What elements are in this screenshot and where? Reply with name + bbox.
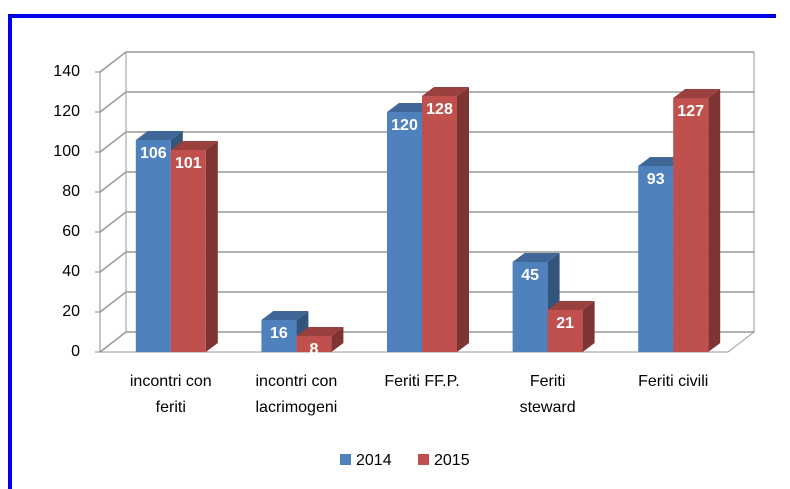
grid-line — [99, 251, 754, 273]
value-label: 127 — [677, 103, 704, 120]
bar-top — [135, 131, 183, 140]
x-tick-label: Feriti FF.P. — [384, 373, 459, 390]
bar — [638, 166, 674, 352]
legend-label: 2015 — [434, 452, 470, 469]
side-wall — [99, 50, 127, 354]
legend-swatch — [418, 454, 429, 465]
grid-line — [99, 171, 754, 193]
x-tick-label: lacrimogeni — [255, 399, 337, 416]
y-tick-label: 120 — [53, 103, 80, 120]
y-tick-label: 20 — [62, 303, 80, 320]
value-label: 120 — [391, 117, 418, 134]
value-label: 8 — [309, 341, 318, 358]
x-tick-label: Feriti civili — [638, 373, 708, 390]
value-label: 106 — [140, 145, 167, 162]
bar-side — [582, 301, 595, 352]
bar-top — [512, 253, 560, 262]
bar-top — [547, 301, 595, 310]
grid-line — [99, 51, 754, 73]
bar-side — [331, 327, 344, 352]
value-label: 45 — [521, 267, 539, 284]
value-label: 128 — [426, 101, 453, 118]
y-tick-label: 60 — [62, 223, 80, 240]
bar-top — [296, 327, 344, 336]
grid-line — [99, 211, 754, 233]
y-tick-label: 40 — [62, 263, 80, 280]
bar — [512, 262, 548, 352]
x-tick-label: feriti — [156, 399, 186, 416]
grid-line — [99, 91, 754, 113]
bar-side — [708, 89, 721, 352]
bar — [673, 98, 709, 352]
bar — [422, 96, 457, 352]
bar-top — [261, 311, 309, 320]
bar — [135, 140, 171, 352]
frame-left — [8, 14, 12, 489]
y-tick-label: 140 — [53, 63, 80, 80]
value-label: 101 — [175, 155, 202, 172]
value-label: 16 — [270, 325, 288, 342]
bar-top — [170, 141, 218, 150]
legend-swatch — [340, 454, 351, 465]
x-tick-label: Feriti — [530, 373, 566, 390]
bar — [547, 310, 583, 352]
x-tick-label: incontri con — [130, 373, 212, 390]
x-tick-label: steward — [520, 399, 576, 416]
grid-line — [99, 131, 754, 153]
bar — [261, 320, 297, 352]
bar-top — [673, 89, 721, 98]
bar-top — [422, 87, 469, 96]
bar-side — [457, 87, 469, 352]
bar — [170, 150, 206, 352]
y-tick-label: 0 — [71, 343, 80, 360]
legend-label: 2014 — [356, 452, 392, 469]
frame-top — [8, 14, 776, 18]
value-label: 93 — [647, 171, 665, 188]
bar — [296, 336, 332, 352]
value-label: 21 — [556, 315, 574, 332]
x-tick-label: incontri con — [255, 373, 337, 390]
bar — [387, 112, 422, 352]
y-tick-label: 80 — [62, 183, 80, 200]
bar-side — [205, 141, 218, 352]
y-tick-label: 100 — [53, 143, 80, 160]
